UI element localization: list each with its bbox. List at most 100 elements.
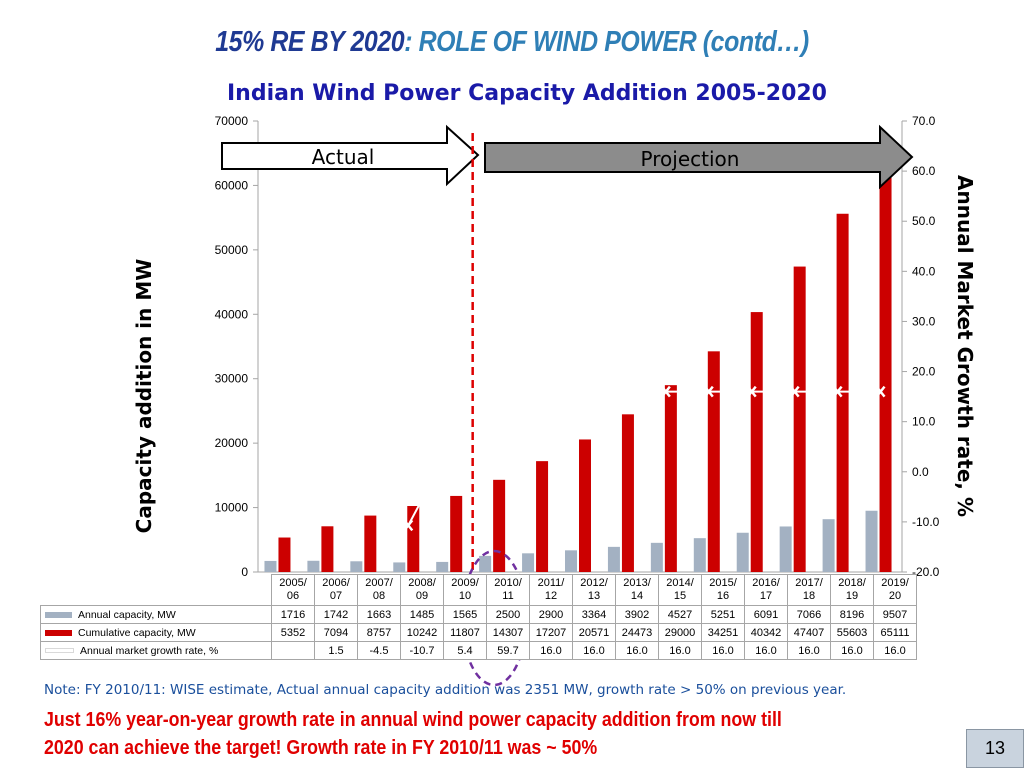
bar-annual-capacity bbox=[479, 555, 492, 572]
table-cell: 7066 bbox=[787, 605, 831, 624]
right-tick-label: 50.0 bbox=[912, 214, 936, 228]
table-cell: 1716 bbox=[271, 605, 315, 624]
growth-rate-point bbox=[746, 385, 757, 398]
table-cell: 2500 bbox=[486, 605, 530, 624]
table-cell: 34251 bbox=[701, 623, 745, 642]
legend-cumulative-capacity: Cumulative capacity, MW bbox=[40, 623, 272, 642]
table-cell: 16.0 bbox=[658, 641, 702, 660]
growth-rate-point bbox=[617, 385, 628, 398]
growth-rate-point bbox=[403, 519, 414, 532]
right-tick-label: 20.0 bbox=[912, 365, 936, 379]
table-cell: 59.7 bbox=[486, 641, 530, 660]
table-cell: 1565 bbox=[443, 605, 487, 624]
table-cell: 2900 bbox=[529, 605, 573, 624]
bar-annual-capacity bbox=[522, 553, 535, 572]
table-column-header: 2013/14 bbox=[615, 574, 659, 606]
bar-annual-capacity bbox=[650, 542, 663, 572]
conclusion-line-2: 2020 can achieve the target! Growth rate… bbox=[44, 737, 598, 759]
table-column-header: 2006/07 bbox=[314, 574, 358, 606]
table-cell: 47407 bbox=[787, 623, 831, 642]
table-cell: 1.5 bbox=[314, 641, 358, 660]
legend-label-annual: Annual capacity, MW bbox=[78, 608, 176, 621]
table-column-header-line: 12 bbox=[544, 590, 558, 602]
table-column-header-line: 20 bbox=[888, 590, 902, 602]
table-cell: 40342 bbox=[744, 623, 788, 642]
table-column-header-line: 18 bbox=[802, 590, 816, 602]
table-column-header: 2019/20 bbox=[873, 574, 917, 606]
table-cell: 5251 bbox=[701, 605, 745, 624]
bar-cumulative-capacity bbox=[793, 266, 806, 572]
table-column-header-line: 19 bbox=[845, 590, 859, 602]
table-column-header-line: 15 bbox=[673, 590, 687, 602]
left-tick-label: 0 bbox=[241, 565, 248, 579]
table-column-header-line: 09 bbox=[415, 590, 429, 602]
table-column-header-line: 2009/ bbox=[451, 577, 479, 589]
table-cell: 9507 bbox=[873, 605, 917, 624]
legend-key-annual bbox=[45, 611, 72, 618]
bar-cumulative-capacity bbox=[579, 439, 591, 572]
left-tick-label: 10000 bbox=[215, 501, 249, 515]
table-column-header: 2018/19 bbox=[830, 574, 874, 606]
table-column-header-line: 08 bbox=[372, 590, 386, 602]
growth-rate-point bbox=[317, 458, 328, 471]
period-arrows: Actual Projection bbox=[221, 124, 914, 190]
bar-annual-capacity bbox=[307, 560, 320, 572]
projection-arrow-label: Projection bbox=[641, 147, 740, 171]
table-row-cumulative: Cumulative capacity, MW 5352 7094 8757 1024… bbox=[40, 623, 917, 642]
table-column-header-line: 07 bbox=[329, 590, 343, 602]
bar-annual-capacity bbox=[264, 560, 277, 572]
growth-rate-point bbox=[660, 385, 671, 398]
table-column-header-line: 2008/ bbox=[408, 577, 436, 589]
table-row-annual: Annual capacity, MW 1716 1742 1663 1485 1565… bbox=[40, 605, 917, 624]
growth-rate-point bbox=[789, 385, 800, 398]
bar-cumulative-capacity bbox=[750, 312, 763, 572]
conclusion-text: Just 16% year-on-year growth rate in ann… bbox=[44, 706, 845, 762]
right-tick-label: 30.0 bbox=[912, 314, 936, 328]
table-column-header: 2012/13 bbox=[572, 574, 616, 606]
bar-annual-capacity bbox=[607, 546, 620, 572]
bar-annual-capacity bbox=[393, 562, 406, 572]
bar-cumulative-capacity bbox=[836, 213, 849, 572]
table-column-header-line: 2013/ bbox=[623, 577, 651, 589]
table-column-header-line: 17 bbox=[759, 590, 773, 602]
table-column-header-line: 2017/ bbox=[795, 577, 823, 589]
table-column-header-line: 2011/ bbox=[537, 577, 565, 589]
table-column-header: 2011/12 bbox=[529, 574, 573, 606]
bar-cumulative-capacity bbox=[493, 479, 506, 572]
data-table: 2005/06 2006/07 2007/08 2008/09 2009/10 2010/… bbox=[40, 574, 917, 660]
table-cell: 17207 bbox=[529, 623, 573, 642]
actual-arrow-label: Actual bbox=[312, 145, 375, 169]
table-cell: 16.0 bbox=[873, 641, 917, 660]
table-cell: 16.0 bbox=[830, 641, 874, 660]
table-cell: 3364 bbox=[572, 605, 616, 624]
chart-axes: 0 10000 20000 30000 40000 50000 60000 70000 -20.… bbox=[215, 114, 940, 579]
table-column-header-line: 2019/ bbox=[881, 577, 909, 589]
growth-rate-point bbox=[875, 385, 886, 398]
right-tick-label: 0.0 bbox=[912, 465, 929, 479]
table-column-header: 2017/18 bbox=[787, 574, 831, 606]
table-cell: 7094 bbox=[314, 623, 358, 642]
table-column-header: 2009/10 bbox=[443, 574, 487, 606]
table-column-header-line: 2018/ bbox=[838, 577, 866, 589]
bar-annual-capacity bbox=[350, 561, 363, 572]
table-column-header-line: 2015/ bbox=[709, 577, 737, 589]
bar-annual-capacity bbox=[436, 561, 449, 572]
table-column-header: 2010/11 bbox=[486, 574, 530, 606]
table-column-header: 2014/15 bbox=[658, 574, 702, 606]
bar-annual-capacity bbox=[865, 510, 878, 572]
growth-rate-line bbox=[317, 166, 886, 532]
bar-annual-capacity bbox=[693, 538, 706, 572]
bar-cumulative-capacity bbox=[664, 385, 677, 572]
bar-cumulative-capacity bbox=[278, 537, 291, 572]
table-column-header-line: 2010/ bbox=[494, 577, 522, 589]
table-column-header-line: 06 bbox=[286, 590, 300, 602]
table-cell: 1663 bbox=[357, 605, 401, 624]
table-cell: 11807 bbox=[443, 623, 487, 642]
table-column-header: 2015/16 bbox=[701, 574, 745, 606]
table-cell: 16.0 bbox=[615, 641, 659, 660]
growth-rate-point bbox=[703, 385, 714, 398]
growth-rate-line-path bbox=[321, 172, 881, 527]
table-cell bbox=[271, 641, 315, 660]
table-cell: 8757 bbox=[357, 623, 401, 642]
slide-title-part2: : ROLE OF WIND POWER (contd…) bbox=[404, 26, 809, 58]
